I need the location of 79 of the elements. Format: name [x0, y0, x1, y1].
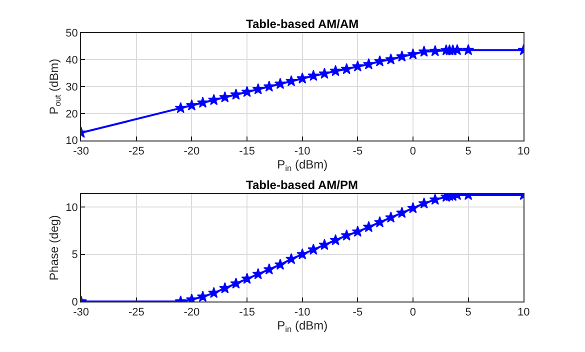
- point: [196, 96, 209, 108]
- point: [219, 282, 231, 294]
- point: [418, 197, 430, 208]
- point: [308, 244, 320, 255]
- x-tick-label: 5: [465, 306, 472, 319]
- y-tick-label: 5: [72, 249, 78, 262]
- point: [352, 60, 364, 72]
- point: [252, 268, 264, 280]
- x-tick-label: -5: [352, 306, 363, 319]
- point: [340, 63, 352, 74]
- x-tick-label: -30: [73, 146, 90, 158]
- point: [296, 72, 308, 84]
- point: [219, 91, 231, 102]
- point: [208, 286, 220, 298]
- point: [418, 46, 430, 57]
- point: [196, 290, 209, 302]
- point: [407, 202, 419, 214]
- x-tick-label: -25: [128, 306, 144, 319]
- point: [374, 55, 386, 66]
- chart-title: Table-based AM/PM: [246, 178, 358, 192]
- point: [318, 238, 330, 250]
- x-tick-label: 0: [410, 306, 416, 319]
- point: [285, 75, 298, 86]
- point: [462, 44, 474, 56]
- x-tick-label: -20: [184, 146, 200, 158]
- point: [318, 68, 330, 79]
- x-tick-label: -15: [239, 306, 255, 319]
- x-tick-label: -25: [128, 146, 144, 158]
- point: [429, 45, 441, 56]
- point: [263, 80, 275, 92]
- y-axis-title: Phase (deg): [46, 215, 61, 280]
- point: [241, 86, 253, 97]
- point: [186, 99, 198, 110]
- point: [308, 70, 320, 81]
- point: [407, 48, 419, 60]
- x-tick-label: -10: [294, 146, 310, 158]
- x-axis-title: P$_{in}$ (dBm): [277, 318, 328, 334]
- point: [263, 263, 275, 274]
- point: [174, 102, 186, 114]
- point: [396, 206, 408, 218]
- x-tick-label: 0: [410, 146, 416, 158]
- point: [396, 50, 408, 62]
- point: [385, 212, 397, 223]
- y-tick-label: 10: [66, 135, 78, 148]
- x-tick-label: -20: [184, 306, 200, 319]
- point: [374, 216, 386, 228]
- point: [385, 53, 397, 64]
- point: [362, 220, 375, 232]
- point: [230, 88, 242, 100]
- point: [296, 248, 308, 260]
- y-tick-label: 10: [66, 202, 78, 214]
- point: [230, 277, 242, 289]
- y-tick-label: 40: [66, 54, 78, 67]
- y-tick-label: 0: [72, 296, 78, 308]
- y-tick-label: 30: [66, 81, 78, 94]
- point: [285, 252, 298, 264]
- point: [362, 58, 375, 70]
- y-tick-label: 50: [66, 28, 78, 40]
- point: [352, 226, 364, 237]
- x-axis-title: P$_{in}$ (dBm): [277, 158, 328, 174]
- x-tick-label: 10: [517, 306, 530, 319]
- x-tick-label: -30: [73, 306, 90, 319]
- y-tick-label: 20: [66, 108, 78, 120]
- x-tick-label: -15: [239, 146, 255, 158]
- x-tick-label: -5: [352, 146, 363, 158]
- point: [208, 94, 220, 106]
- x-tick-label: 5: [465, 146, 472, 158]
- line-series: [81, 194, 524, 302]
- point: [274, 78, 286, 89]
- point: [330, 234, 342, 246]
- point: [241, 272, 253, 284]
- point: [330, 64, 342, 76]
- point: [252, 83, 264, 94]
- x-tick-label: 10: [517, 146, 530, 158]
- point: [429, 194, 441, 205]
- chart-title: Table-based AM/AM: [246, 17, 359, 31]
- x-tick-label: -10: [294, 306, 310, 319]
- point: [274, 258, 286, 270]
- point: [340, 229, 352, 241]
